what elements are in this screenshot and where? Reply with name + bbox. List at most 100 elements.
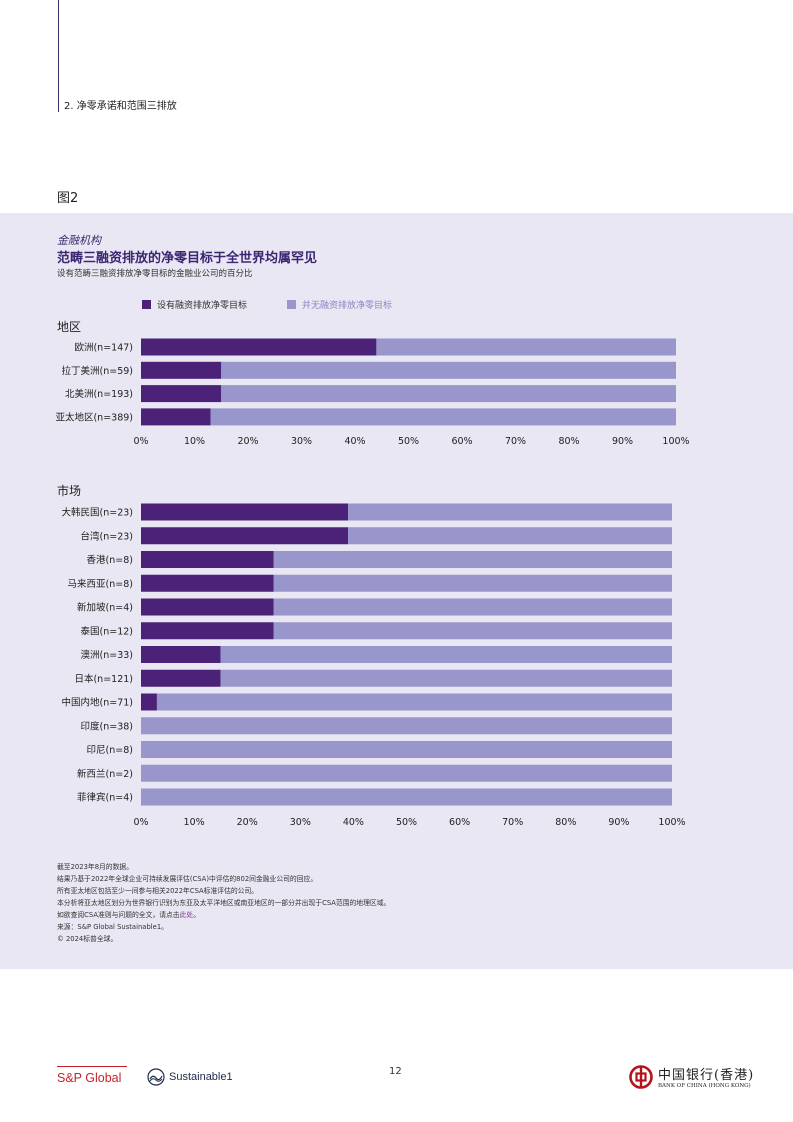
category-label: 印度(n=38) [81,720,133,732]
boc-chinese-name: 中国银行(香港) [658,1068,755,1083]
note-link-prefix: 如欲查阅CSA准则与问题的全文，请点击 [57,911,180,919]
bar-with-target [141,361,222,379]
category-label: 菲律宾(n=4) [77,792,133,804]
note-link-suffix: 。 [193,911,200,919]
x-tick-label: 60% [449,817,470,828]
x-tick-label: 40% [343,817,364,828]
x-tick-label: 10% [184,817,205,828]
legend-without-target: 并无融资排放净零目标 [287,298,392,311]
sustainable1-logo: Sustainable1 [147,1068,233,1086]
csa-link[interactable]: 此处 [179,911,194,919]
page-number: 12 [389,1066,402,1077]
bar-without-target [376,338,676,356]
bar-without-target [156,693,672,711]
bar-with-target [141,574,274,592]
x-tick-label: 50% [398,436,419,447]
category-label: 新加坡(n=4) [77,602,133,614]
x-tick-label: 60% [451,436,472,447]
bar-without-target [220,646,672,663]
region-bar-chart: 欧洲(n=147) 拉丁美洲(n=59) 北美洲(n=193) 亚太地区(n=389)… [55,338,690,447]
header-rule [58,0,59,112]
x-tick-label: 10% [184,436,205,447]
bar-with-target [141,622,274,640]
boc-logo: 中国银行(香港) BANK OF CHINA (HONG KONG) [629,1064,754,1089]
sustainable1-text: Sustainable1 [169,1071,233,1083]
category-label: 新西兰(n=2) [77,768,133,780]
chart-kicker: 金融机构 [57,234,101,247]
bar-without-target [141,788,672,806]
x-tick-label: 20% [237,436,258,447]
note-copyright: © 2024标普全球。 [57,935,118,943]
x-tick-label: 100% [662,436,689,447]
figure-label: 图2 [57,191,79,206]
x-tick-label: 0% [133,436,148,447]
category-label: 中国内地(n=71) [62,697,133,709]
bar-with-target [141,408,211,426]
note-link-line: 如欲查阅CSA准则与问题的全文，请点击此处。 [57,909,390,921]
bar-with-target [141,598,274,616]
category-label: 北美洲(n=193) [65,388,133,400]
legend-swatch-without-target [287,300,296,309]
chart-notes: 截至2023年8月的数据。 结果乃基于2022年全球企业可持续发展评估(CSA)… [57,861,390,945]
category-label: 日本(n=121) [74,673,133,685]
note-line: 结果乃基于2022年全球企业可持续发展评估(CSA)中评估的802间金融业公司的… [57,875,318,883]
category-label: 拉丁美洲(n=59) [62,365,133,377]
x-tick-label: 40% [344,436,365,447]
market-group-title: 市场 [57,484,82,498]
x-tick-label: 90% [608,817,629,828]
bar-without-target [210,408,677,426]
category-label: 泰国(n=12) [81,625,133,637]
bar-without-target [221,361,676,379]
category-label: 香港(n=8) [87,554,133,566]
x-tick-label: 70% [505,436,526,447]
bar-with-target [141,669,221,687]
boc-emblem-icon [629,1064,653,1089]
bar-without-target [348,503,672,521]
market-bar-chart: 大韩民国(n=23) 台湾(n=23) 香港(n=8) 马来西亚(n=8) 新加坡(n=… [62,503,686,828]
note-line: 本分析将亚太地区划分为世界银行识别为东亚及太平洋地区或南亚地区的一部分并出现于C… [57,899,391,907]
x-tick-label: 30% [290,817,311,828]
bar-without-target [141,741,672,758]
x-tick-label: 70% [502,817,523,828]
bar-with-target [141,551,274,568]
bar-without-target [273,598,672,616]
footer-rule [57,1066,127,1067]
x-tick-label: 0% [133,817,148,828]
boc-english-name: BANK OF CHINA (HONG KONG) [658,1083,751,1089]
chart-title: 范畴三融资排放的净零目标于全世界均属罕见 [57,251,318,266]
bar-with-target [141,503,349,521]
bar-with-target [141,527,349,545]
x-tick-label: 90% [612,436,633,447]
legend-label-without-target: 并无融资排放净零目标 [302,301,393,311]
bar-without-target [220,669,672,687]
section-label: 2. 净零承诺和范围三排放 [64,101,177,112]
bar-without-target [141,717,672,735]
bar-without-target [273,551,672,568]
bar-without-target [348,527,672,545]
bar-without-target [273,574,672,592]
category-label: 大韩民国(n=23) [62,507,133,519]
bar-without-target [221,385,676,403]
category-label: 欧洲(n=147) [74,342,133,354]
legend-with-target: 设有融资排放净零目标 [142,298,247,311]
bar-without-target [141,764,672,782]
legend-swatch-with-target [142,300,151,309]
x-tick-label: 50% [396,817,417,828]
category-label: 印尼(n=8) [87,744,133,756]
category-label: 亚太地区(n=389) [55,411,133,423]
category-label: 台湾(n=23) [81,530,133,542]
x-tick-label: 100% [658,817,685,828]
bar-with-target [141,646,221,663]
chart-subtitle: 设有范畴三融资排放净零目标的金融业公司的百分比 [57,269,253,279]
region-group-title: 地区 [57,320,82,334]
note-line: 截至2023年8月的数据。 [57,863,133,871]
note-source: 来源：S&P Global Sustainable1。 [57,923,168,931]
bar-with-target [141,338,377,356]
bar-with-target [141,385,222,403]
bar-without-target [273,622,672,640]
x-tick-label: 80% [558,436,579,447]
note-line: 所有亚太地区包括至少一间参与相关2022年CSA标准评估的公司。 [57,887,259,895]
sp-global-logo: S&P Global [57,1071,122,1085]
x-tick-label: 30% [291,436,312,447]
legend-label-with-target: 设有融资排放净零目标 [157,301,248,311]
